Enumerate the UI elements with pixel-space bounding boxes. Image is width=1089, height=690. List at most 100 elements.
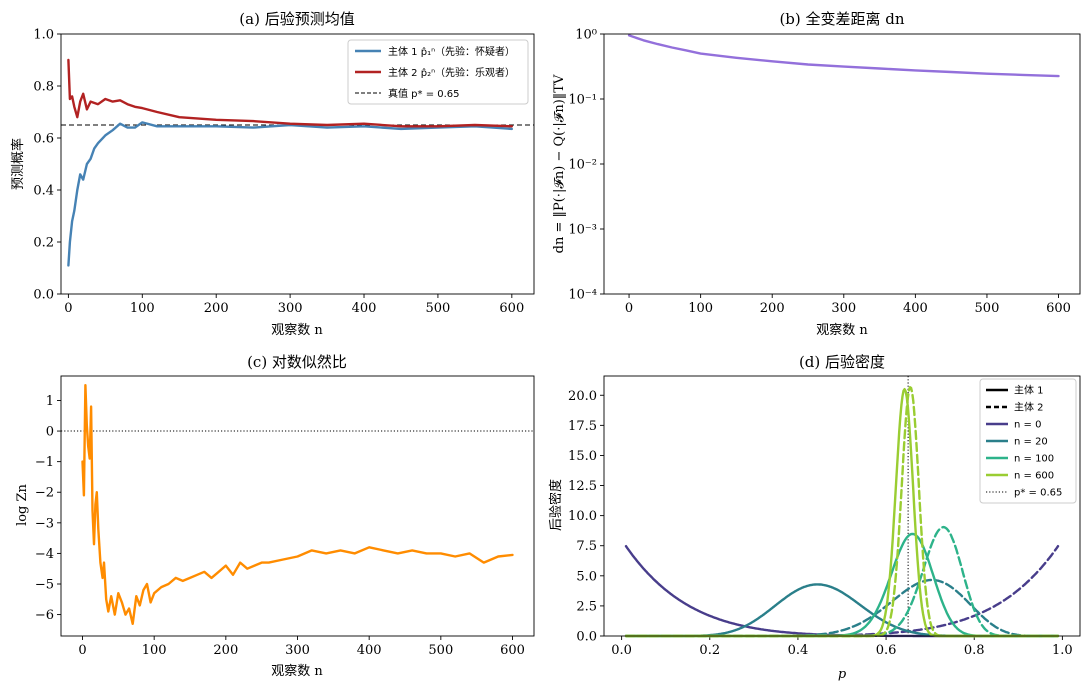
panel-a-legend-box [347,39,529,105]
y-tick-label: 20.0 [568,389,597,404]
x-tick-label: 200 [760,301,785,316]
panel-b-title: (b) 全变差距离 dn [779,10,904,28]
panel-d-xlabel: p [838,667,847,682]
panel-c-ticks: 0 100 200 300 400 500 600 −6 −5 −4 −3 −2 −1 0 1 [35,394,525,658]
x-tick-label: 500 [975,301,1000,316]
y-tick-label: 10⁻¹ [568,93,597,108]
y-tick-label: 10⁻³ [568,223,597,238]
y-tick-label: 0.0 [576,630,597,645]
panel-c-title: (c) 对数似然比 [247,353,347,371]
x-tick-label: 100 [130,301,155,316]
panel-c-xlabel: 观察数 n [271,664,323,679]
y-tick-label: 10⁰ [575,28,597,43]
x-tick-label: 200 [204,301,229,316]
panel-d-frame [603,375,1081,637]
panel-c-frame [60,375,535,637]
y-tick-label: 10.0 [568,509,597,524]
panel-a-plot [61,58,534,267]
x-tick-label: 100 [142,643,167,658]
series-line-1 [81,384,514,625]
x-tick-label: 400 [352,301,377,316]
panel-a: (a) 后验预测均值 观察数 n 预测概率 0 100 200 300 400 500 60… [10,10,535,338]
x-tick-label: 0.4 [788,643,809,658]
x-tick-label: 500 [426,301,451,316]
panel-c: (c) 对数似然比 观察数 n log Zn 0 100 200 300 400 500 6… [15,353,535,679]
y-tick-label: 2.5 [576,599,597,614]
series-line-1 [627,34,1060,78]
y-tick-label: 0.0 [33,288,54,303]
panel-b-frame [603,33,1081,295]
x-tick-label: 300 [285,643,310,658]
legend-label: n = 600 [1014,471,1054,482]
y-tick-label: 0.6 [33,132,54,147]
x-tick-label: 400 [903,301,928,316]
legend-label-agent2: 主体 2 p̂₂ⁿ（先验：乐观者） [388,66,515,79]
panel-d-title: (d) 后验密度 [799,353,885,371]
panel-b-xlabel: 观察数 n [816,323,868,338]
x-tick-label: 0.0 [611,643,632,658]
density-agent2-n100 [624,525,1060,638]
x-tick-label: 400 [357,643,382,658]
panel-d-legend: 主体 1 主体 2 n = 0 n = 20 n = 100 n = 600 p* = 0.… [979,378,1077,504]
panel-a-ticks: 0 100 200 300 400 500 600 0.0 0.2 0.4 0.6 0.8 1.0 [33,28,524,317]
density-agent1-n20 [624,583,1060,638]
x-tick-label: 1.0 [1052,643,1073,658]
legend-label-true-value: 真值 p* = 0.65 [388,87,460,100]
y-tick-label: −6 [35,608,54,623]
legend-label: n = 20 [1014,437,1048,448]
x-tick-label: 300 [278,301,303,316]
panel-a-legend: 主体 1 p̂₁ⁿ（先验：怀疑者） 主体 2 p̂₂ⁿ（先验：乐观者） 真值 p… [347,39,529,105]
legend-label: n = 0 [1014,420,1041,431]
panel-d-legend-entries: 主体 1 主体 2 n = 0 n = 20 n = 100 n = 600 p* = 0.… [986,385,1062,499]
y-tick-label: −1 [35,455,54,470]
y-tick-label: −3 [35,516,54,531]
panel-a-frame [60,33,535,295]
y-tick-label: −2 [35,486,54,501]
y-tick-label: −5 [35,578,54,593]
panel-b: (b) 全变差距离 dn 观察数 n dn = ‖P(·|𝓕n) − Q(·|𝓕… [552,10,1081,338]
y-tick-label: 17.5 [568,419,597,434]
y-tick-label: −4 [35,547,54,562]
x-tick-label: 0.8 [964,643,985,658]
series-line-2 [67,58,513,128]
x-tick-label: 0.2 [699,643,720,658]
y-tick-label: 5.0 [576,569,597,584]
x-tick-label: 0 [625,301,633,316]
y-tick-label: 0.8 [33,80,54,95]
y-tick-label: 12.5 [568,479,597,494]
panel-b-ticks: 0 100 200 300 400 500 600 10⁻⁴ 10⁻³ 10⁻² 10⁻¹ 10⁰ [568,28,1071,317]
y-tick-label: 15.0 [568,449,597,464]
x-tick-label: 600 [500,643,525,658]
y-tick-label: 0.4 [33,184,54,199]
panel-c-plot [61,384,534,625]
y-tick-label: 1 [46,394,54,409]
panel-d-legend-box [979,378,1077,504]
panel-a-title: (a) 后验预测均值 [239,10,354,28]
x-tick-label: 600 [1046,301,1071,316]
y-tick-label: 10⁻² [568,158,597,173]
legend-label: 主体 2 [1014,402,1044,414]
x-tick-label: 300 [831,301,856,316]
x-tick-label: 500 [428,643,453,658]
y-tick-label: 10⁻⁴ [568,288,597,303]
legend-label: p* = 0.65 [1014,488,1062,499]
y-tick-label: 1.0 [33,28,54,43]
x-tick-label: 200 [213,643,238,658]
panel-a-xlabel: 观察数 n [271,323,323,338]
density-agent1-n100 [624,532,1060,638]
y-tick-label: 0.2 [33,236,54,251]
x-tick-label: 600 [499,301,524,316]
legend-label: 主体 1 [1014,385,1044,397]
panel-d-ylabel: 后验密度 [548,479,564,531]
x-tick-label: 100 [688,301,713,316]
panel-d: (d) 后验密度 p 后验密度 0.0 0.2 0.4 0.6 0.8 1.0 0.0 2.5… [548,353,1081,682]
y-tick-label: 7.5 [576,539,597,554]
x-tick-label: 0 [64,301,72,316]
legend-label: n = 100 [1014,454,1054,465]
x-tick-label: 0 [78,643,86,658]
panel-b-plot [627,34,1060,78]
legend-label-agent1: 主体 1 p̂₁ⁿ（先验：怀疑者） [388,45,515,58]
series-line-1 [67,121,513,267]
panel-c-ylabel: log Zn [15,483,30,525]
